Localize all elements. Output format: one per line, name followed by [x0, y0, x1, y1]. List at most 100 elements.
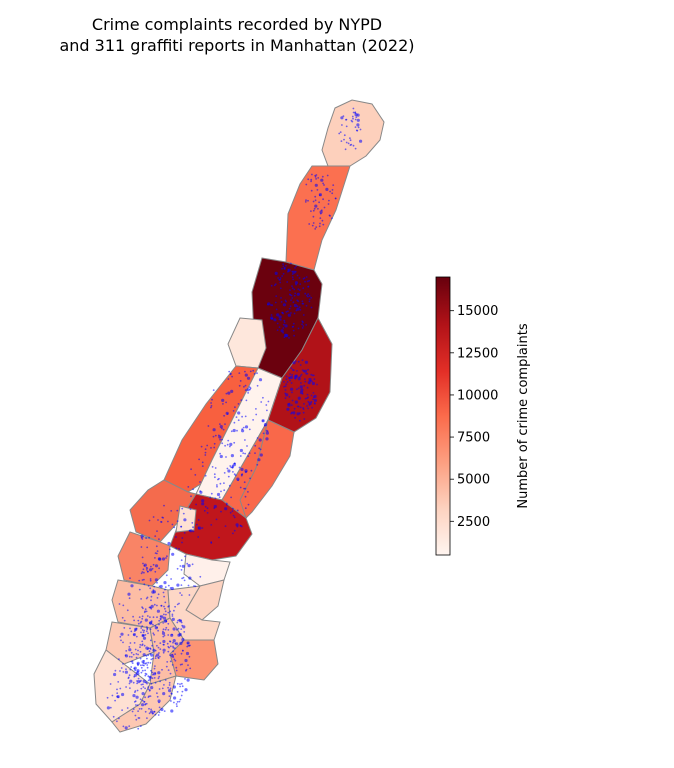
- graffiti-point: [160, 604, 163, 607]
- graffiti-point: [292, 369, 295, 372]
- graffiti-point: [312, 392, 315, 394]
- graffiti-point: [143, 629, 146, 632]
- graffiti-point: [206, 507, 209, 510]
- graffiti-point: [182, 512, 185, 515]
- graffiti-point: [172, 650, 175, 653]
- graffiti-point: [229, 465, 232, 467]
- graffiti-point: [232, 507, 234, 510]
- graffiti-point: [134, 714, 137, 717]
- graffiti-point: [299, 309, 302, 311]
- graffiti-point: [179, 592, 182, 594]
- graffiti-point: [325, 187, 329, 191]
- graffiti-point: [327, 203, 330, 205]
- graffiti-point: [210, 447, 212, 449]
- graffiti-point: [157, 699, 161, 703]
- graffiti-point: [174, 659, 177, 662]
- graffiti-point: [130, 584, 134, 588]
- graffiti-point: [140, 627, 143, 629]
- graffiti-point: [213, 504, 217, 509]
- graffiti-point: [133, 642, 136, 644]
- graffiti-point: [133, 619, 136, 622]
- graffiti-point: [157, 629, 160, 632]
- graffiti-point: [167, 686, 170, 689]
- graffiti-point: [124, 726, 128, 730]
- graffiti-point: [180, 569, 183, 571]
- graffiti-point: [189, 644, 191, 647]
- graffiti-point: [233, 516, 236, 519]
- graffiti-point: [179, 683, 181, 685]
- graffiti-point: [283, 336, 286, 339]
- graffiti-point: [236, 429, 238, 432]
- graffiti-point: [148, 675, 152, 680]
- graffiti-point: [169, 645, 172, 648]
- graffiti-point: [267, 303, 269, 306]
- graffiti-point: [141, 625, 144, 627]
- graffiti-point: [241, 473, 244, 476]
- graffiti-point: [140, 671, 143, 674]
- graffiti-point: [157, 593, 160, 596]
- graffiti-point: [142, 631, 145, 634]
- graffiti-point: [303, 384, 306, 387]
- graffiti-point: [170, 578, 173, 580]
- graffiti-point: [356, 118, 360, 122]
- graffiti-point: [148, 650, 151, 653]
- graffiti-point: [312, 374, 315, 377]
- graffiti-point: [239, 380, 242, 382]
- graffiti-point: [147, 661, 150, 664]
- graffiti-point: [140, 687, 143, 690]
- graffiti-point: [158, 711, 161, 714]
- graffiti-point: [290, 404, 293, 406]
- graffiti-point: [240, 399, 243, 401]
- graffiti-point: [195, 503, 198, 506]
- graffiti-point: [241, 415, 244, 418]
- graffiti-point: [135, 656, 138, 659]
- graffiti-point: [228, 484, 231, 487]
- graffiti-point: [181, 649, 184, 652]
- graffiti-point: [307, 368, 309, 371]
- graffiti-point: [197, 536, 200, 538]
- graffiti-point: [159, 680, 162, 683]
- graffiti-point: [237, 403, 240, 405]
- graffiti-point: [301, 323, 303, 326]
- graffiti-point: [136, 689, 139, 692]
- graffiti-point: [157, 519, 159, 521]
- graffiti-point: [167, 634, 170, 636]
- graffiti-point: [293, 288, 296, 291]
- graffiti-point: [282, 312, 285, 315]
- graffiti-point: [236, 477, 240, 481]
- graffiti-point: [127, 634, 130, 636]
- graffiti-point: [291, 399, 294, 402]
- graffiti-point: [144, 608, 147, 611]
- graffiti-point: [319, 194, 321, 197]
- graffiti-point: [308, 298, 311, 301]
- graffiti-point: [137, 710, 140, 712]
- graffiti-point: [172, 685, 176, 689]
- graffiti-point: [199, 490, 203, 494]
- graffiti-point: [243, 487, 246, 490]
- graffiti-point: [131, 660, 134, 663]
- graffiti-point: [143, 578, 145, 581]
- graffiti-point: [256, 384, 259, 387]
- graffiti-point: [141, 699, 144, 702]
- graffiti-point: [308, 279, 310, 282]
- graffiti-point: [273, 284, 276, 287]
- graffiti-point: [163, 504, 165, 507]
- graffiti-point: [247, 491, 249, 493]
- graffiti-point: [199, 481, 201, 483]
- graffiti-point: [134, 628, 137, 631]
- graffiti-point: [170, 700, 172, 702]
- graffiti-point: [310, 373, 313, 376]
- colorbar-tick-label: 15000: [457, 304, 498, 319]
- graffiti-point: [289, 305, 292, 308]
- graffiti-point: [294, 400, 298, 404]
- graffiti-point: [176, 705, 178, 708]
- graffiti-point: [351, 115, 354, 118]
- graffiti-point: [219, 482, 222, 485]
- graffiti-point: [163, 710, 166, 712]
- graffiti-point: [128, 674, 131, 677]
- graffiti-point: [122, 663, 124, 665]
- graffiti-point: [133, 633, 135, 636]
- graffiti-point: [180, 628, 183, 630]
- graffiti-point: [176, 509, 179, 512]
- graffiti-point: [267, 400, 270, 403]
